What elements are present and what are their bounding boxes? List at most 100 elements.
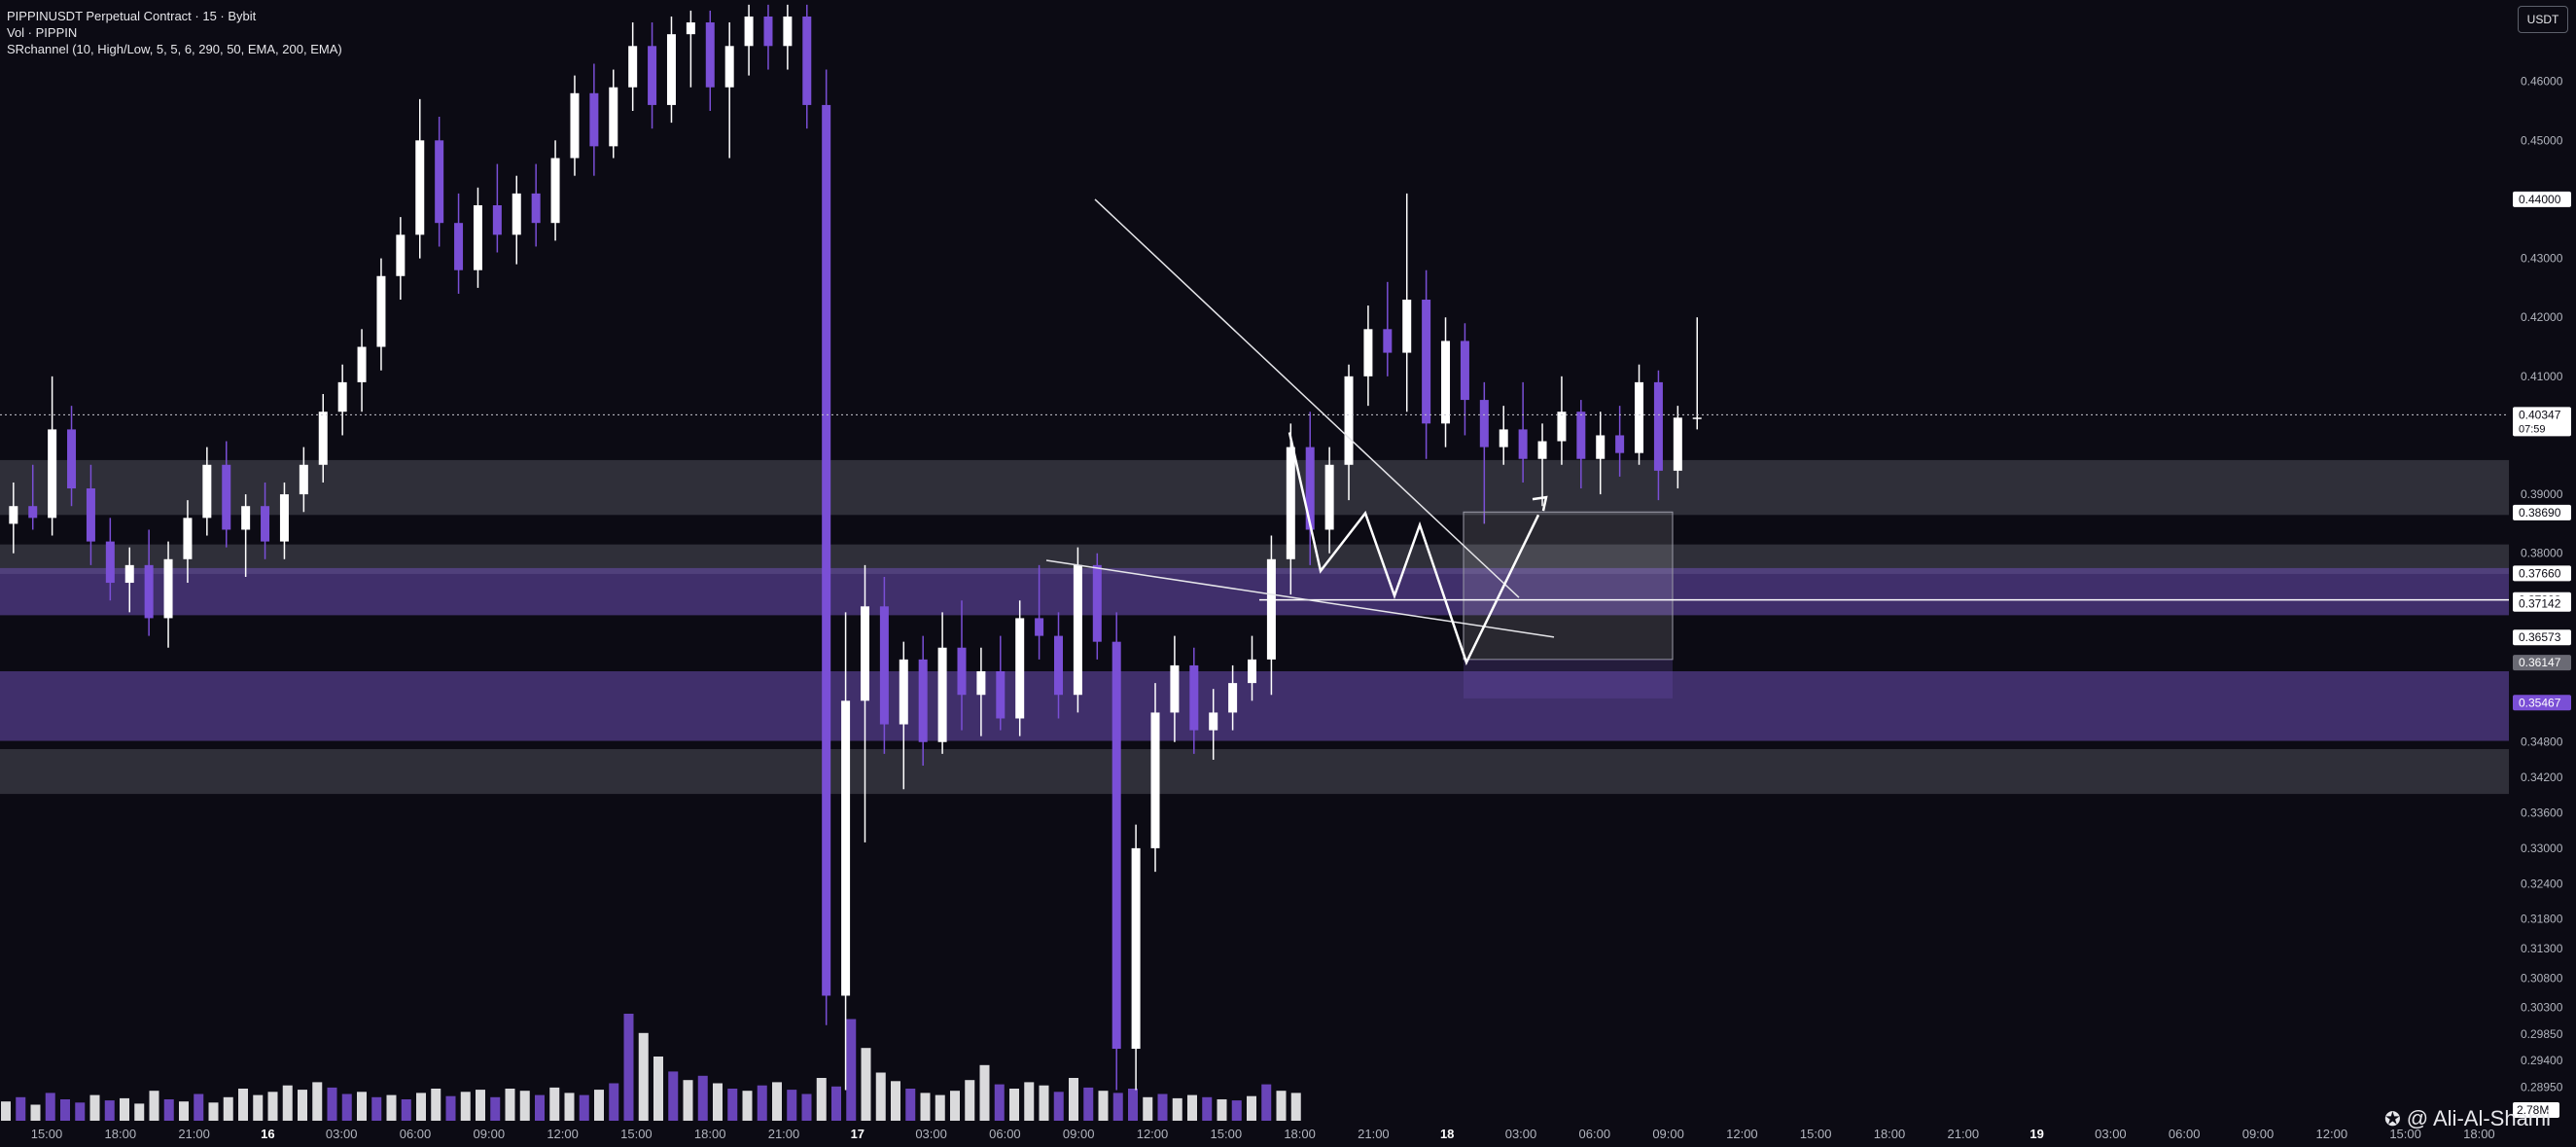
symbol-title[interactable]: PIPPINUSDT Perpetual Contract · 15 · Byb… (7, 9, 257, 23)
time-tick-label: 18:00 (105, 1127, 137, 1141)
candle (996, 635, 1006, 731)
candle (9, 482, 18, 554)
candle-body (1053, 635, 1063, 696)
price-tick-label: 0.41000 (2521, 370, 2563, 383)
volume-bar (979, 1064, 990, 1121)
candle (183, 500, 193, 584)
time-tick-label: 06:00 (989, 1127, 1021, 1141)
price-label-box (2513, 655, 2571, 671)
price-label-box (2513, 695, 2571, 711)
price-label: 0.37142 (2519, 597, 2561, 611)
time-tick-label: 15:00 (620, 1127, 653, 1141)
volume-bar (564, 1093, 575, 1121)
volume-bar (1247, 1095, 1256, 1121)
price-tick-label: 0.31300 (2521, 942, 2563, 955)
volume-bar (1187, 1094, 1197, 1121)
time-axis[interactable]: 15:00 18:00 21:00 16 03:00 06:00 09:00 12:00 15:… (31, 1127, 2495, 1141)
candle-body (609, 87, 618, 147)
candle (1092, 553, 1102, 660)
candle-body (1635, 381, 1644, 453)
candle (512, 175, 521, 265)
candle (1518, 381, 1528, 483)
candle-body (1344, 376, 1354, 465)
candle (1653, 370, 1663, 501)
candle (666, 16, 676, 124)
candle-body (1286, 447, 1295, 559)
candle-body (1170, 664, 1180, 713)
price-tick-label: 0.34800 (2521, 735, 2563, 749)
candle (1324, 447, 1334, 554)
candles[interactable] (9, 4, 1702, 1091)
candle (396, 217, 406, 301)
time-tick-label: 12:00 (547, 1127, 579, 1141)
candle-body (1015, 618, 1025, 719)
price-tick-label: 0.28950 (2521, 1080, 2563, 1093)
candle (628, 22, 638, 111)
volume-bar (772, 1082, 782, 1121)
currency-button[interactable]: USDT (2518, 6, 2568, 33)
candle-body (473, 204, 482, 270)
candle-body (744, 16, 754, 47)
candle (48, 376, 57, 536)
candle-body (1615, 435, 1625, 453)
price-label: 0.37660 (2519, 566, 2561, 580)
candle (1248, 635, 1257, 701)
time-tick-label: 15:00 (2389, 1127, 2421, 1141)
candle (1170, 635, 1180, 742)
candle-body (841, 700, 851, 996)
candle-body (396, 234, 406, 276)
price-axis[interactable]: 0.470000.460000.450000.430000.420000.410… (2511, 0, 2576, 1147)
candle (1228, 664, 1238, 731)
candle-body (1499, 429, 1508, 448)
candle-body (48, 429, 57, 519)
candle-body (1266, 558, 1276, 660)
candle-body (1518, 429, 1528, 459)
candle-body (279, 494, 289, 542)
volume-bar (1053, 1092, 1064, 1121)
volume-bar (45, 1093, 55, 1121)
candle (918, 635, 928, 766)
candle (241, 494, 251, 577)
time-tick-label: 06:00 (400, 1127, 432, 1141)
candle (28, 464, 38, 530)
volume-bar (1231, 1100, 1242, 1121)
candle (744, 4, 754, 76)
time-tick-label: 15:00 (1211, 1127, 1243, 1141)
candle (318, 394, 328, 483)
volume-bar (875, 1072, 886, 1121)
candle-body (686, 22, 695, 35)
price-label: 0.44000 (2519, 193, 2561, 206)
volume-bar (149, 1091, 159, 1121)
target-box (1463, 511, 1674, 661)
candle (473, 187, 482, 288)
volume-bar (846, 1019, 857, 1121)
volume-bar (891, 1081, 900, 1121)
volume-bar (935, 1094, 945, 1121)
volume-bar (120, 1097, 129, 1121)
volume-bar (1009, 1089, 1019, 1121)
target-box-lower (1464, 659, 1673, 699)
candle-body (28, 506, 38, 519)
candle (86, 464, 95, 565)
candle-body (1035, 618, 1044, 636)
volume-bar (861, 1048, 871, 1121)
candle-body (1383, 329, 1393, 353)
volume-bar (579, 1094, 589, 1121)
time-tick-label: 03:00 (915, 1127, 947, 1141)
candle-body (802, 16, 812, 105)
price-tick-label: 0.39000 (2521, 487, 2563, 501)
candle-body (666, 34, 676, 105)
volume-bar (1039, 1085, 1049, 1121)
candle (1441, 317, 1451, 448)
indicator-legend[interactable]: SRchannel (10, High/Low, 5, 5, 6, 290, 5… (7, 42, 342, 56)
candle-body (1363, 329, 1373, 376)
candle-body (1460, 341, 1469, 401)
candle (337, 364, 347, 436)
volume-bar (1157, 1093, 1168, 1121)
volume-legend[interactable]: Vol · PIPPIN (7, 25, 78, 40)
volume-bar (223, 1096, 233, 1121)
candle (1286, 423, 1295, 595)
candle (531, 163, 541, 247)
candle-body (1402, 300, 1412, 353)
